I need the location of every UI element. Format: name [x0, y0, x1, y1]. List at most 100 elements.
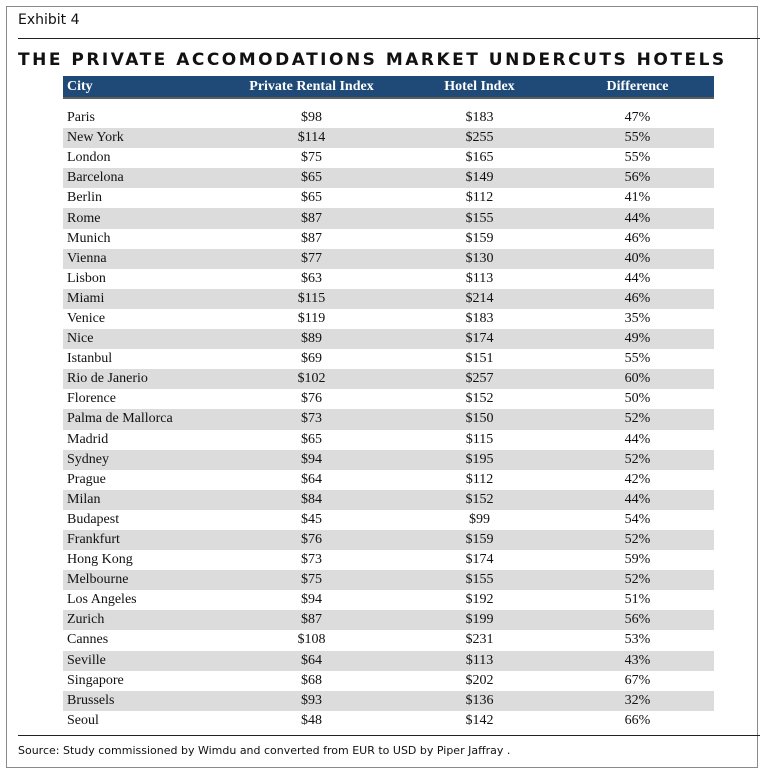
city-cell: Nice: [67, 331, 94, 347]
private-rental-index-cell: $114: [297, 130, 326, 146]
table-row: Frankfurt $76 $159 52%: [63, 529, 714, 551]
city-cell: Brussels: [67, 692, 115, 708]
column-header-city: City: [67, 78, 93, 94]
private-rental-index-cell: $98: [301, 110, 322, 126]
difference-cell: 51%: [624, 592, 651, 608]
difference-cell: 44%: [624, 491, 651, 507]
table-row: Madrid $65 $115 44%: [63, 430, 714, 450]
private-rental-index-cell: $102: [297, 371, 326, 387]
difference-cell: 50%: [624, 391, 651, 407]
table-row: Barcelona $65 $149 56%: [63, 168, 714, 189]
city-cell: Prague: [67, 471, 106, 487]
private-rental-index-cell: $76: [301, 391, 322, 407]
table-row: Rio de Janerio $102 $257 60%: [63, 369, 714, 390]
data-table: City Private Rental Index Hotel Index Di…: [63, 76, 714, 731]
difference-cell: 60%: [624, 371, 651, 387]
hotel-index-cell: $112: [465, 471, 494, 487]
hotel-index-cell: $174: [465, 331, 494, 347]
private-rental-index-cell: $84: [301, 491, 322, 507]
difference-cell: 53%: [624, 632, 651, 648]
top-divider: [18, 38, 760, 39]
private-rental-index-cell: $73: [301, 552, 322, 568]
hotel-index-cell: $112: [465, 190, 494, 206]
private-rental-index-cell: $65: [301, 431, 322, 447]
hotel-index-cell: $255: [465, 130, 494, 146]
city-cell: Frankfurt: [67, 532, 120, 548]
difference-cell: 55%: [624, 130, 651, 146]
difference-cell: 56%: [624, 612, 651, 628]
hotel-index-cell: $142: [465, 712, 494, 728]
difference-cell: 52%: [624, 572, 651, 588]
table-row: Palma de Mallorca $73 $150 52%: [63, 409, 714, 430]
hotel-index-cell: $115: [465, 431, 494, 447]
difference-cell: 49%: [624, 331, 651, 347]
table-row: Florence $76 $152 50%: [63, 389, 714, 409]
private-rental-index-cell: $94: [301, 592, 322, 608]
hotel-index-cell: $99: [469, 511, 490, 527]
hotel-index-cell: $155: [465, 210, 494, 226]
hotel-index-cell: $152: [465, 391, 494, 407]
table-title: THE PRIVATE ACCOMODATIONS MARKET UNDERCU…: [18, 50, 727, 70]
difference-cell: 44%: [624, 431, 651, 447]
table-row: London $75 $165 55%: [63, 148, 714, 168]
city-cell: London: [67, 150, 111, 166]
table-row: Seville $64 $113 43%: [63, 650, 714, 671]
city-cell: Seoul: [67, 712, 99, 728]
table-row: New York $114 $255 55%: [63, 128, 714, 149]
table-body: Paris $98 $183 47% New York $114 $255 55% London…: [63, 108, 714, 731]
hotel-index-cell: $183: [465, 110, 494, 126]
city-cell: Vienna: [67, 250, 107, 266]
difference-cell: 55%: [624, 150, 651, 166]
difference-cell: 41%: [624, 190, 651, 206]
table-header-row: City Private Rental Index Hotel Index Di…: [63, 76, 714, 99]
difference-cell: 52%: [624, 411, 651, 427]
city-cell: Barcelona: [67, 170, 124, 186]
private-rental-index-cell: $68: [301, 672, 322, 688]
hotel-index-cell: $150: [465, 411, 494, 427]
hotel-index-cell: $159: [465, 532, 494, 548]
hotel-index-cell: $136: [465, 692, 494, 708]
table-row: Seoul $48 $142 66%: [63, 711, 714, 731]
difference-cell: 46%: [624, 290, 651, 306]
column-header-hotel-index: Hotel Index: [444, 78, 515, 94]
private-rental-index-cell: $64: [301, 652, 322, 668]
exhibit-label: Exhibit 4: [18, 12, 80, 28]
private-rental-index-cell: $119: [297, 310, 326, 326]
private-rental-index-cell: $87: [301, 612, 322, 628]
table-row: Singapore $68 $202 67%: [63, 671, 714, 691]
city-cell: Florence: [67, 391, 116, 407]
difference-cell: 32%: [624, 692, 651, 708]
city-cell: Hong Kong: [67, 552, 133, 568]
city-cell: Los Angeles: [67, 592, 137, 608]
private-rental-index-cell: $108: [297, 632, 326, 648]
private-rental-index-cell: $75: [301, 572, 322, 588]
hotel-index-cell: $195: [465, 451, 494, 467]
table-row: Istanbul $69 $151 55%: [63, 349, 714, 369]
hotel-index-cell: $199: [465, 612, 494, 628]
private-rental-index-cell: $89: [301, 331, 322, 347]
city-cell: Seville: [67, 652, 106, 668]
private-rental-index-cell: $65: [301, 190, 322, 206]
city-cell: New York: [67, 130, 124, 146]
difference-cell: 54%: [624, 511, 651, 527]
hotel-index-cell: $113: [465, 270, 494, 286]
table-row: Hong Kong $73 $174 59%: [63, 550, 714, 570]
difference-cell: 43%: [624, 652, 651, 668]
city-cell: Lisbon: [67, 270, 106, 286]
city-cell: Istanbul: [67, 351, 113, 367]
city-cell: Budapest: [67, 511, 120, 527]
hotel-index-cell: $149: [465, 170, 494, 186]
private-rental-index-cell: $94: [301, 451, 322, 467]
hotel-index-cell: $174: [465, 552, 494, 568]
table-row: Budapest $45 $99 54%: [63, 510, 714, 530]
city-cell: Cannes: [67, 632, 109, 648]
city-cell: Miami: [67, 290, 105, 306]
hotel-index-cell: $151: [465, 351, 494, 367]
hotel-index-cell: $113: [465, 652, 494, 668]
difference-cell: 55%: [624, 351, 651, 367]
city-cell: Singapore: [67, 672, 124, 688]
difference-cell: 42%: [624, 471, 651, 487]
table-row: Rome $87 $155 44%: [63, 208, 714, 229]
hotel-index-cell: $214: [465, 290, 494, 306]
exhibit-frame: [6, 6, 758, 768]
